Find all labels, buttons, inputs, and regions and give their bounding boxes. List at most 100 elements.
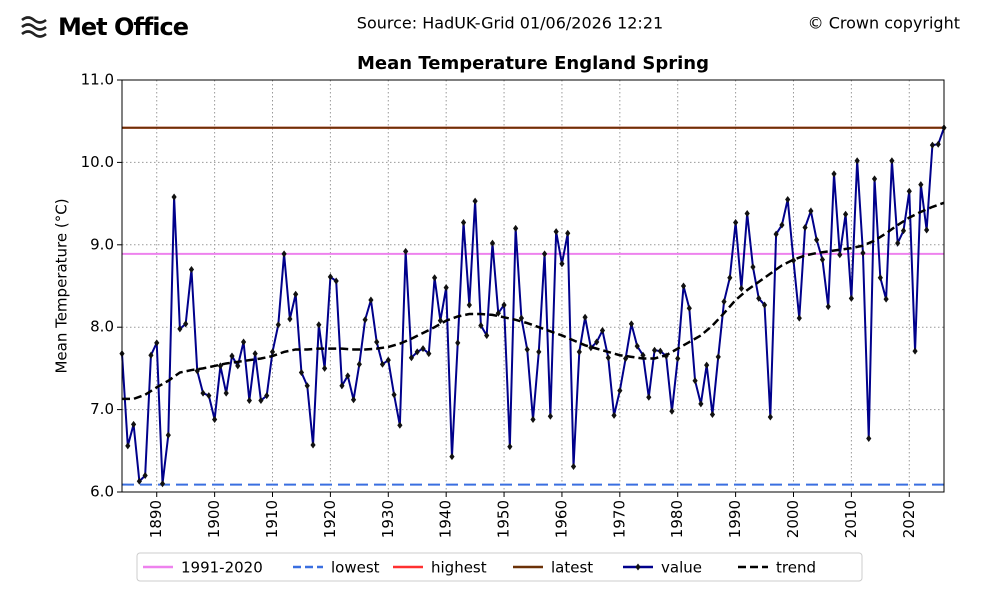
data-point	[594, 338, 600, 346]
data-point	[651, 346, 658, 354]
data-point	[709, 411, 716, 419]
x-tick-label: 1980	[668, 500, 686, 538]
data-point	[246, 397, 252, 405]
data-point	[333, 277, 339, 285]
data-point	[744, 209, 750, 217]
data-point	[356, 360, 362, 368]
data-point	[403, 247, 409, 255]
data-point	[513, 224, 519, 232]
data-point	[675, 355, 681, 363]
data-point	[431, 274, 438, 282]
data-point	[310, 441, 316, 449]
data-point	[374, 338, 380, 346]
data-point	[808, 207, 814, 215]
legend-box	[136, 552, 863, 582]
data-point	[495, 309, 501, 317]
data-point	[298, 369, 305, 377]
data-point	[860, 249, 866, 257]
source: Source: HadUK-Grid 01/06/2026 12:21	[357, 14, 663, 33]
legend: 1991-2020 lowest highest latest value trend	[136, 552, 863, 582]
data-point	[414, 348, 420, 356]
data-point	[293, 290, 299, 298]
x-tick-label: 2000	[784, 500, 802, 538]
data-point	[628, 320, 635, 328]
data-point	[136, 477, 142, 485]
data-point	[802, 223, 808, 231]
data-point	[727, 274, 733, 282]
data-point	[154, 339, 160, 347]
data-point	[831, 170, 837, 178]
y-tick-label: 8.0	[90, 318, 114, 336]
data-point	[408, 354, 415, 362]
data-point	[171, 193, 177, 201]
data-point	[825, 303, 831, 311]
data-point	[489, 239, 496, 247]
x-tick-label: 1890	[147, 500, 165, 538]
data-point	[518, 314, 525, 322]
data-point	[883, 295, 889, 303]
data-point	[877, 274, 883, 282]
data-point	[379, 360, 386, 368]
logo-icon	[21, 16, 47, 38]
data-point	[391, 391, 397, 399]
data-point	[275, 321, 281, 329]
data-point	[524, 345, 530, 353]
data-point	[895, 239, 901, 247]
legend-label: lowest	[331, 559, 380, 577]
data-point	[530, 415, 536, 423]
x-tick-label: 1930	[379, 500, 397, 538]
x-tick-label: 1920	[321, 500, 339, 538]
plot-frame	[121, 79, 945, 493]
data-point	[420, 345, 426, 353]
data-point	[704, 361, 710, 369]
chart-title: Mean Temperature England Spring	[357, 53, 709, 74]
data-point	[692, 377, 698, 385]
data-point	[576, 348, 582, 356]
data-point	[866, 434, 872, 442]
data-point	[484, 331, 490, 339]
copyright: © Crown copyright	[808, 14, 960, 33]
x-tick-label: 1900	[205, 500, 223, 538]
data-point	[130, 420, 137, 428]
data-point	[918, 181, 924, 189]
data-point	[229, 352, 235, 360]
data-point	[599, 326, 606, 334]
data-point	[819, 256, 826, 264]
data-point	[738, 284, 744, 292]
x-tick-label: 2010	[842, 500, 860, 538]
trend-line	[122, 201, 945, 401]
legend-label: latest	[551, 559, 593, 577]
data-point	[368, 296, 374, 304]
data-point	[327, 273, 333, 281]
data-point	[669, 407, 675, 415]
data-point	[796, 314, 802, 322]
y-tick-label: 7.0	[90, 400, 114, 418]
data-point	[466, 301, 472, 309]
data-point	[837, 251, 843, 259]
data-point	[889, 157, 895, 165]
data-point	[339, 382, 345, 390]
data-point	[646, 393, 652, 401]
data-point	[929, 141, 936, 149]
data-point	[565, 229, 571, 237]
data-point	[871, 175, 878, 183]
y-tick-label: 11.0	[81, 71, 114, 89]
data-line	[121, 127, 945, 484]
data-point	[623, 355, 629, 363]
data-point	[842, 210, 849, 218]
data-point	[640, 351, 646, 359]
data-point	[750, 263, 756, 271]
x-tick-label: 1960	[552, 500, 570, 538]
x-tick-label: 1940	[437, 500, 455, 538]
y-tick-label: 6.0	[90, 483, 114, 501]
data-point	[223, 389, 229, 397]
data-point	[269, 348, 276, 356]
data-point	[304, 382, 310, 390]
data-point	[200, 389, 206, 397]
data-point	[264, 392, 270, 400]
data-point	[217, 362, 224, 370]
data-point	[258, 397, 264, 405]
data-point	[287, 315, 293, 323]
data-point	[159, 480, 166, 488]
